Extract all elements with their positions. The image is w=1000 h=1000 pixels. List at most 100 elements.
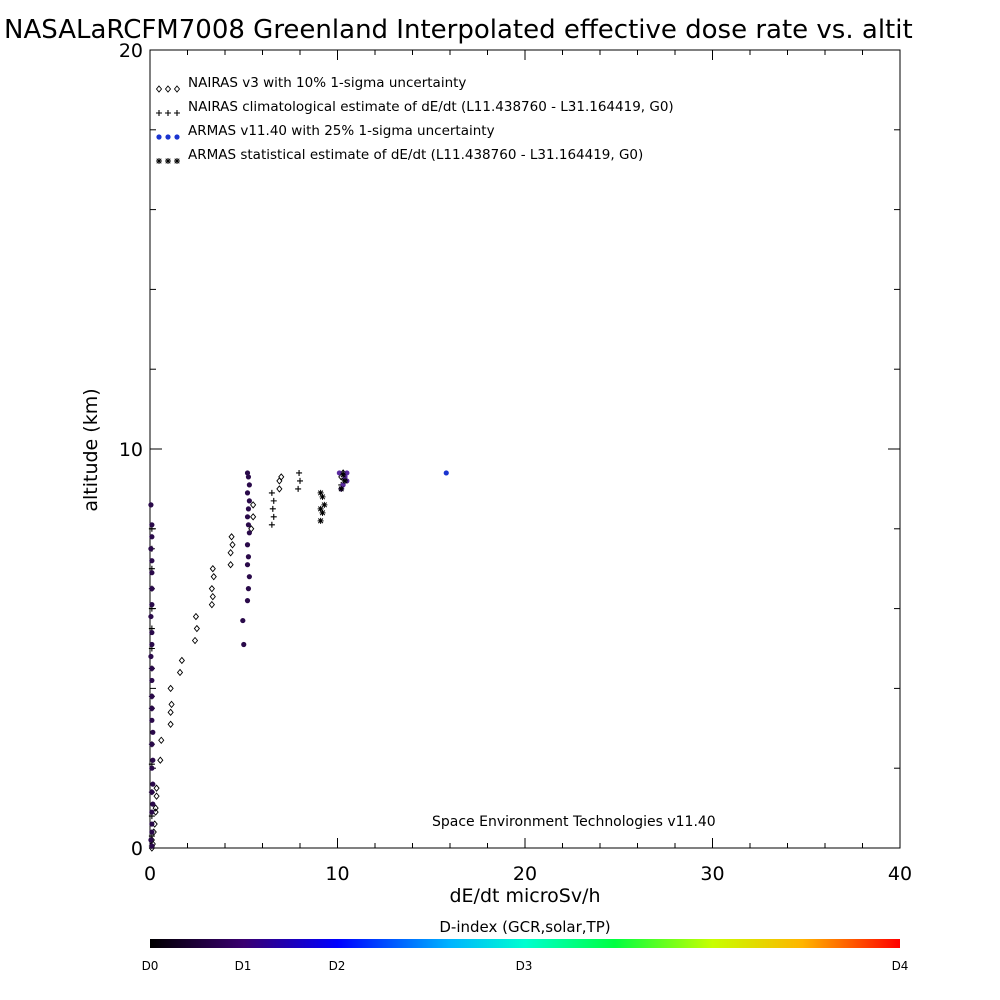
data-point [153,784,160,792]
data-point [148,837,154,843]
x-tick-label: 10 [325,863,349,885]
data-point [178,656,185,665]
data-point [157,756,164,764]
data-point [149,821,155,827]
data-point [152,804,159,812]
legend-marker [165,158,171,164]
data-point [167,720,174,729]
colorbar-label: D0 [142,959,159,973]
y-tick-label: 10 [119,439,143,461]
colorbar-title: D-index (GCR,solar,TP) [439,918,610,936]
y-axis-label: altitude (km) [80,388,102,511]
data-point [191,636,199,645]
data-point [250,501,257,509]
data-point [250,513,257,521]
data-point [295,485,302,492]
data-point [149,558,155,564]
data-point [149,717,155,723]
data-point [148,546,154,552]
data-point [244,514,251,520]
legend-marker [164,85,172,93]
data-point [241,641,247,648]
legend-marker [155,85,163,93]
data-point [150,757,156,763]
data-point [344,470,350,476]
data-point [245,554,252,560]
data-point [193,624,200,633]
legend: NAIRAS v3 with 10% 1-sigma uncertainty NA… [155,75,674,164]
data-point [245,586,252,592]
data-point [149,843,155,849]
axis-tick-labels: 0 10 20 30 40 0 10 20 [119,40,912,885]
data-point [153,792,160,800]
data-point [149,829,155,835]
legend-entry: NAIRAS v3 with 10% 1-sigma uncertainty [188,75,466,91]
data-point [296,469,303,476]
data-point [240,617,246,624]
axis-ticks [149,49,901,849]
data-point [210,572,217,581]
data-point [338,485,345,492]
data-point [317,489,324,496]
plot-frame [149,49,901,849]
data-point [319,509,326,516]
legend-marker [174,134,180,140]
data-point [244,598,251,604]
data-points [148,469,449,852]
data-point [149,586,155,592]
data-point [270,513,277,520]
data-point [209,592,216,601]
data-point [245,474,252,480]
data-point [192,612,200,621]
colorbar-label: D1 [235,959,252,973]
data-point [245,522,252,528]
x-tick-label: 20 [513,863,537,885]
data-point [149,789,155,795]
data-point [317,505,324,512]
data-point [228,533,235,541]
colorbar-label: D3 [516,959,533,973]
data-point [246,574,252,580]
data-point [276,477,283,485]
data-point [244,542,251,548]
x-axis-label: dE/dt microSv/h [449,885,600,907]
data-point [443,470,449,476]
legend-marker [173,85,181,93]
colorbar-label: D2 [329,959,346,973]
legend-entry: NAIRAS climatological estimate of dE/dt … [188,99,674,115]
data-point [244,470,251,476]
data-point [244,562,251,568]
data-point [227,561,234,569]
data-point [149,809,155,815]
x-tick-label: 40 [888,863,912,885]
data-point [246,482,252,488]
legend-marker [156,134,162,140]
legend-marker [174,110,180,116]
legend-entry: ARMAS statistical estimate of dE/dt (L11… [188,147,643,163]
chart-title: NASALaRCFM7008 Greenland Interpolated ef… [4,15,913,45]
data-point [148,653,154,660]
data-point [149,522,155,528]
data-point [149,602,155,608]
data-point [148,502,154,508]
data-point [340,471,347,478]
legend-marker [156,158,162,164]
data-point [149,641,155,648]
data-point [149,677,155,684]
data-point [268,489,275,496]
data-point [149,629,155,636]
data-point [149,693,155,699]
data-point [229,541,236,549]
data-point [149,705,155,711]
data-point [336,470,342,476]
data-point [149,665,155,672]
data-point [148,613,154,620]
data-point [245,506,252,512]
data-point [158,736,165,744]
data-point [208,600,215,609]
data-point [149,570,155,576]
data-point [150,729,156,735]
data-point [167,708,174,717]
data-point [276,485,283,493]
